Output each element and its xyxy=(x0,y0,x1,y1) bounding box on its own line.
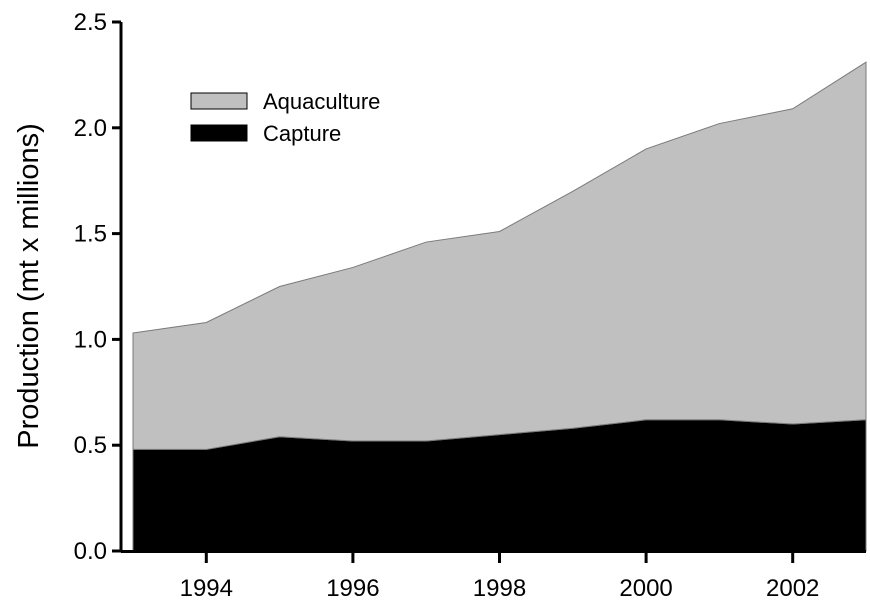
area-aquaculture xyxy=(132,61,867,450)
y-tick-label: 0.5 xyxy=(74,432,107,459)
y-tick-label: 0.0 xyxy=(74,538,107,565)
legend: Aquaculture Capture xyxy=(190,89,380,146)
x-axis-ticks: 1994 1996 1998 2000 2002 xyxy=(180,551,819,602)
x-tick-label: 1996 xyxy=(326,575,379,602)
x-tick-label: 1994 xyxy=(180,575,233,602)
legend-swatch-aquaculture xyxy=(190,92,248,110)
y-tick-label: 1.5 xyxy=(74,221,107,248)
y-tick-label: 1.0 xyxy=(74,326,107,353)
x-tick-label: 1998 xyxy=(473,575,526,602)
axes xyxy=(119,22,866,553)
y-axis-ticks: 0.0 0.5 1.0 1.5 2.0 2.5 xyxy=(74,9,121,565)
legend-label-capture: Capture xyxy=(263,121,341,146)
x-tick-label: 2000 xyxy=(619,575,672,602)
legend-swatch-capture xyxy=(190,124,248,142)
y-axis-title: Production (mt x millions) xyxy=(13,123,45,449)
y-tick-label: 2.5 xyxy=(74,9,107,36)
y-tick-label: 2.0 xyxy=(74,115,107,142)
x-tick-label: 2002 xyxy=(766,575,819,602)
legend-label-aquaculture: Aquaculture xyxy=(263,89,380,114)
area-layer xyxy=(132,61,867,552)
